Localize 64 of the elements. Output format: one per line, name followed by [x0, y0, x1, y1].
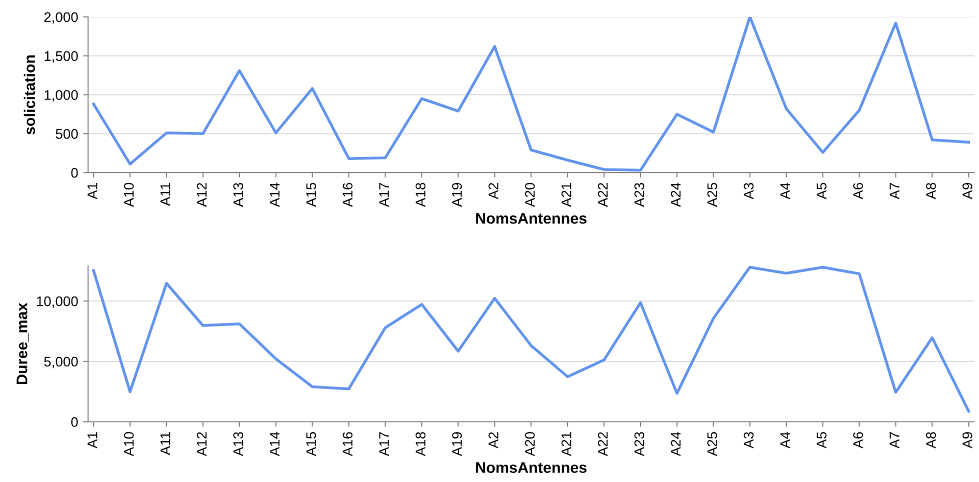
x-tick-label: A25	[707, 432, 718, 456]
x-tick-label: A12	[196, 183, 207, 207]
x-tick-label: A17	[379, 183, 389, 207]
y-tick-label: 2,000	[44, 12, 78, 24]
x-tick-label: A4	[780, 182, 790, 200]
x-tick-label: A13	[233, 432, 244, 456]
x-tick-label: A10	[124, 432, 134, 456]
x-tick-label: A1	[88, 432, 98, 448]
x-tick-label: A23	[634, 432, 644, 456]
x-tick-label: A2	[488, 183, 498, 200]
x-tick-label: A4	[780, 432, 790, 448]
x-tick-label: A6	[853, 432, 863, 448]
x-tick-label: A5	[816, 432, 827, 448]
x-tick-label: A5	[816, 182, 827, 200]
x-tick-label: A21	[561, 182, 572, 207]
x-tick-label: A24	[670, 432, 681, 456]
x-tick-label: A2	[488, 432, 498, 448]
x-tick-label: A23	[634, 182, 644, 207]
x-tick-label: A14	[270, 182, 280, 207]
x-tick-label: A11	[160, 432, 170, 456]
x-tick-label: A12	[196, 432, 207, 456]
x-tick-label: A11	[160, 182, 170, 206]
x-tick-label: A25	[707, 182, 718, 207]
x-tick-label: A9	[962, 182, 972, 200]
x-tick-label: A22	[598, 183, 608, 207]
x-tick-label: A18	[416, 432, 426, 456]
x-tick-label: A22	[598, 432, 608, 456]
x-tick-label: A15	[306, 432, 316, 456]
x-tick-label: A14	[270, 432, 280, 456]
x-tick-label: A3	[744, 182, 754, 200]
x-axis-title: NomsAntennes	[476, 462, 587, 473]
x-tick-label: A19	[452, 432, 462, 456]
x-tick-label: A20	[525, 432, 535, 456]
x-tick-label: A8	[926, 182, 936, 200]
x-tick-label: A10	[124, 182, 134, 207]
x-tick-label: A20	[525, 182, 535, 207]
x-tick-label: A16	[342, 182, 353, 207]
y-axis-title: solicitation	[24, 55, 36, 135]
y-tick-label: 500	[56, 128, 78, 139]
y-tick-label: 5,000	[44, 356, 78, 368]
x-tick-label: A6	[853, 182, 863, 200]
x-tick-label: A15	[306, 182, 316, 207]
y-tick-label: 0	[71, 168, 78, 178]
x-tick-label: A24	[670, 182, 681, 207]
y-tick-label: 10,000	[36, 296, 78, 308]
x-tick-label: A19	[452, 182, 462, 207]
x-tick-label: A18	[416, 182, 426, 207]
x-tick-label: A1	[88, 182, 98, 200]
x-tick-label: A13	[233, 182, 244, 207]
x-tick-label: A17	[379, 432, 389, 456]
x-tick-label: A8	[926, 432, 936, 448]
x-tick-label: A7	[890, 432, 900, 448]
x-tick-label: A16	[342, 432, 353, 456]
line-series	[92, 16, 970, 172]
y-axis-title: Duree_max	[16, 302, 30, 384]
y-tick-label: 1,000	[44, 90, 78, 102]
y-tick-label: 1,500	[44, 51, 78, 63]
x-tick-label: A21	[561, 432, 572, 456]
x-axis-title: NomsAntennes	[476, 213, 587, 224]
x-tick-label: A7	[890, 183, 900, 200]
y-tick-label: 0	[71, 417, 78, 427]
x-tick-label: A3	[744, 432, 754, 448]
line-series	[92, 266, 970, 413]
x-tick-label: A9	[962, 432, 972, 448]
